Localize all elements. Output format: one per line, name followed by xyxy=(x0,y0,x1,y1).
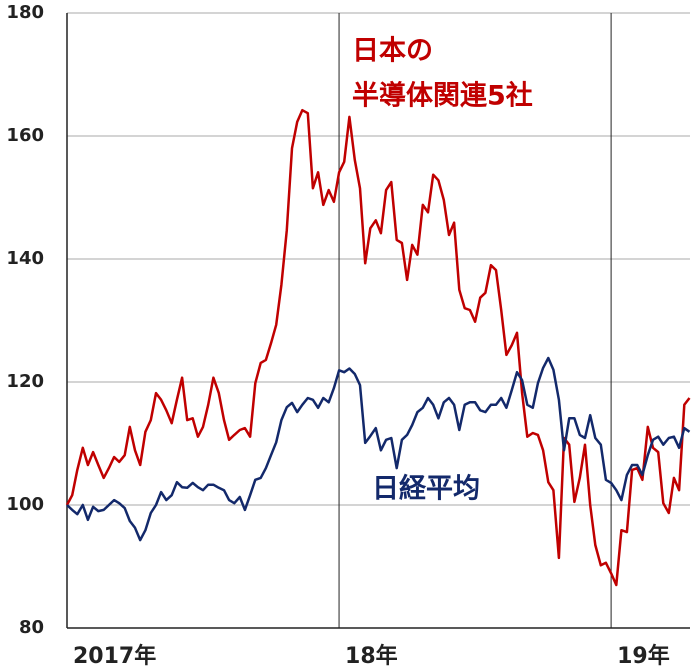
y-tick-label: 80 xyxy=(19,617,44,638)
y-tick-label: 140 xyxy=(6,248,44,269)
x-tick-label: 19年 xyxy=(617,643,670,669)
series-label: 日経平均 xyxy=(372,473,480,505)
series-label: 日本の xyxy=(352,36,433,67)
y-tick-label: 100 xyxy=(6,494,44,515)
x-tick-label: 2017年 xyxy=(73,643,156,669)
y-tick-label: 120 xyxy=(6,371,44,392)
x-tick-label: 18年 xyxy=(345,643,398,669)
y-tick-label: 180 xyxy=(6,2,44,23)
series-line xyxy=(66,356,691,542)
series-label: 半導体関連5社 xyxy=(352,80,533,112)
series-line xyxy=(65,108,691,587)
y-tick-label: 160 xyxy=(6,125,44,146)
